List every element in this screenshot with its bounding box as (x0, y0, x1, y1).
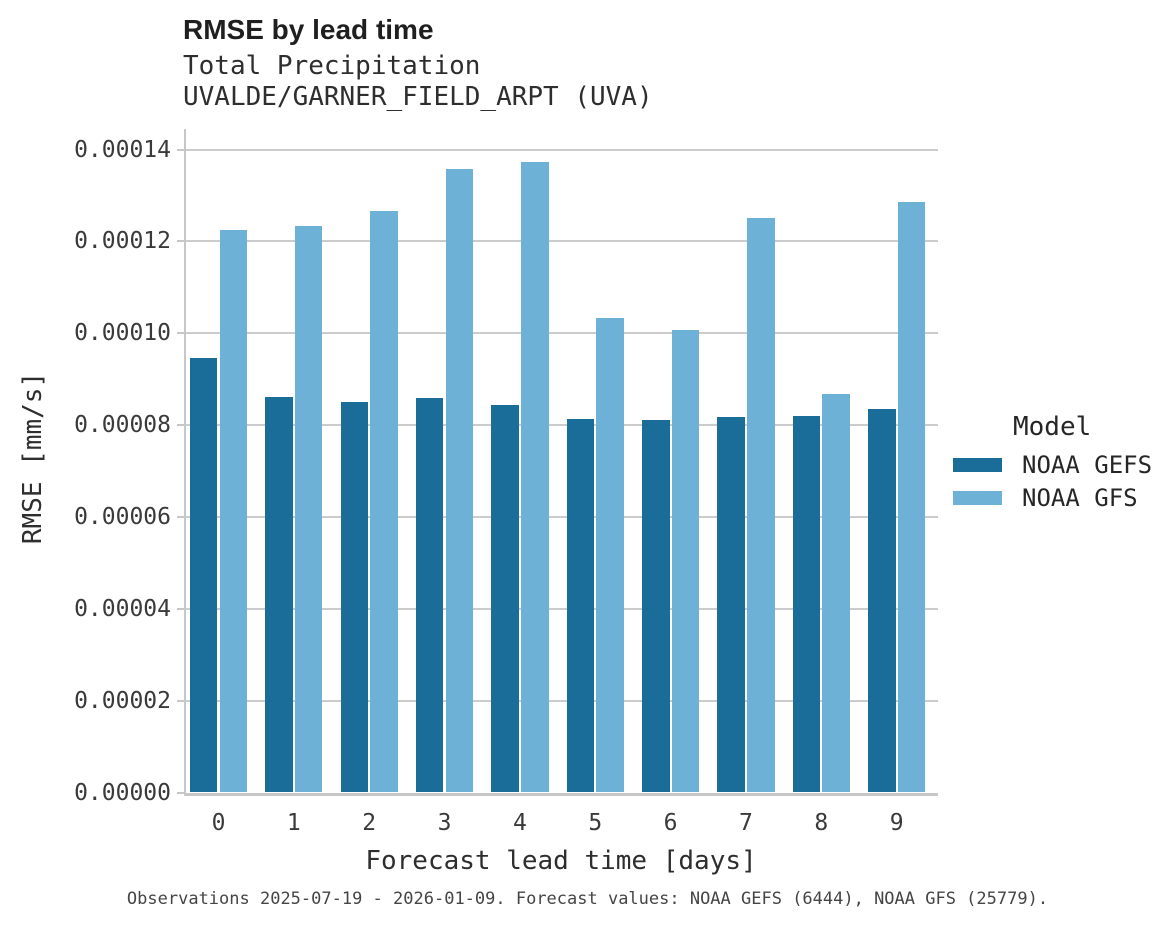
x-axis-baseline (183, 792, 939, 796)
y-tick-mark (176, 332, 184, 335)
y-tick-label: 0.00006 (74, 503, 171, 530)
bar-noaa-gefs-day-5 (566, 418, 595, 793)
y-tick-mark (176, 515, 184, 518)
y-tick-mark (176, 607, 184, 610)
legend-label-noaa-gfs: NOAA GFS (1022, 483, 1138, 512)
bar-noaa-gfs-day-7 (747, 218, 775, 793)
x-tick-label: 7 (739, 810, 753, 836)
bar-noaa-gfs-day-1 (294, 226, 323, 793)
bar-noaa-gefs-day-4 (491, 405, 519, 793)
y-axis-title: RMSE [mm/s] (18, 371, 48, 545)
bar-noaa-gfs-day-3 (445, 168, 474, 793)
y-tick-mark (176, 791, 184, 794)
bar-noaa-gefs-day-3 (415, 398, 444, 793)
bar-noaa-gfs-day-9 (897, 202, 926, 793)
y-axis-spine (183, 129, 186, 796)
x-tick-label: 5 (588, 810, 603, 836)
y-tick-label: 0.00012 (74, 228, 171, 255)
legend-label-noaa-gefs: NOAA GEFS (1022, 451, 1153, 479)
x-tick-label: 0 (211, 810, 226, 836)
bar-noaa-gfs-day-5 (596, 317, 624, 793)
x-tick-label: 6 (663, 810, 678, 836)
bar-noaa-gefs-day-7 (717, 417, 745, 793)
y-tick-mark (176, 699, 184, 702)
gridline (183, 332, 939, 335)
y-tick-label: 0.00008 (74, 412, 171, 439)
chart-subtitle-variable: Total Precipitation (183, 51, 481, 81)
bar-noaa-gefs-day-1 (265, 396, 293, 793)
bar-noaa-gefs-day-8 (792, 416, 821, 793)
gridline (183, 240, 939, 243)
x-tick-label: 2 (362, 810, 377, 836)
chart-title: RMSE by lead time (183, 14, 434, 45)
gridline (183, 148, 939, 151)
bar-noaa-gfs-day-4 (521, 162, 549, 793)
x-tick-label: 8 (814, 810, 829, 836)
legend-title: Model (1013, 412, 1092, 442)
y-tick-mark (176, 424, 184, 427)
y-tick-label: 0.00002 (74, 687, 171, 714)
bar-noaa-gefs-day-0 (189, 358, 218, 793)
x-tick-label: 1 (286, 810, 301, 836)
bar-noaa-gfs-day-8 (822, 393, 850, 793)
x-tick-label: 4 (512, 810, 527, 836)
bar-noaa-gfs-day-0 (219, 230, 248, 793)
y-tick-mark (176, 240, 184, 243)
y-tick-label: 0.00014 (74, 136, 171, 163)
bar-noaa-gefs-day-9 (868, 408, 896, 793)
bar-noaa-gfs-day-2 (370, 211, 398, 793)
gridline (183, 515, 939, 518)
x-tick-label: 3 (437, 810, 452, 836)
y-tick-label: 0.00010 (74, 320, 171, 347)
bar-noaa-gfs-day-6 (671, 329, 700, 793)
legend-swatch-noaa-gefs (953, 458, 1002, 472)
chart-subtitle-station: UVALDE/GARNER_FIELD_ARPT (UVA) (183, 82, 653, 112)
y-tick-mark (176, 148, 184, 151)
figure-caption: Observations 2025-07-19 - 2026-01-09. Fo… (126, 889, 1049, 909)
legend-swatch-noaa-gfs (953, 490, 1002, 505)
x-tick-label: 9 (889, 810, 904, 836)
x-axis-title: Forecast lead time [days] (365, 846, 757, 876)
bar-noaa-gefs-day-6 (642, 420, 670, 793)
y-tick-label: 0.00004 (74, 595, 171, 622)
gridline (183, 424, 939, 427)
gridline (183, 607, 939, 610)
bar-noaa-gefs-day-2 (340, 401, 369, 793)
y-tick-label: 0.00000 (74, 779, 171, 806)
gridline (183, 699, 939, 702)
